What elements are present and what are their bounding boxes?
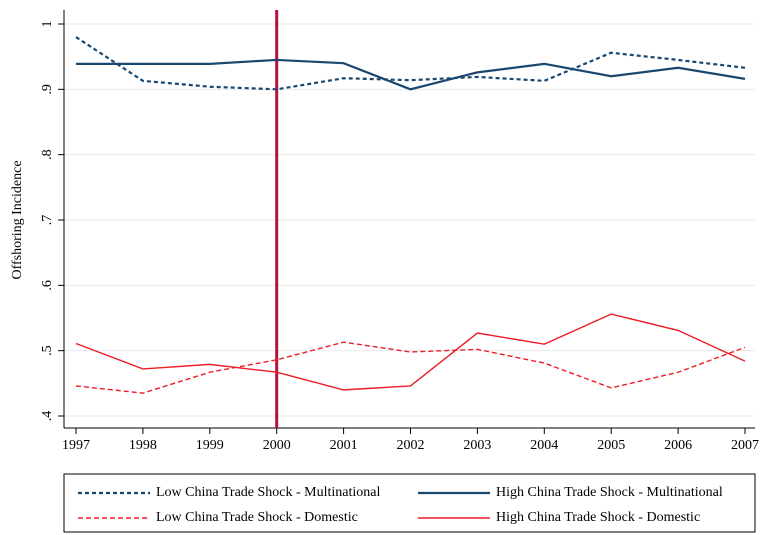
legend-label: High China Trade Shock - Multinational [496, 485, 723, 500]
y-tick-label: .4 [40, 411, 55, 422]
y-tick-label: 1 [40, 21, 55, 28]
x-tick-label: 1998 [129, 438, 157, 453]
y-tick-label: .6 [40, 280, 55, 291]
y-tick-label: .7 [40, 215, 55, 226]
x-tick-label: 2006 [664, 438, 692, 453]
series-line [75, 36, 746, 91]
x-tick-label: 2002 [397, 438, 425, 453]
legend-label: Low China Trade Shock - Domestic [156, 510, 358, 525]
x-tick-label: 2000 [263, 438, 291, 453]
series-line [75, 313, 746, 391]
x-tick-label: 2003 [463, 438, 491, 453]
x-tick-label: 1997 [62, 438, 90, 453]
series-line [76, 58, 746, 91]
legend-box [63, 473, 756, 533]
x-tick-label: 2007 [731, 438, 759, 453]
legend-label: Low China Trade Shock - Multinational [156, 485, 380, 500]
y-tick-label: .8 [40, 149, 55, 160]
x-tick-label: 2005 [597, 438, 625, 453]
y-tick-label: .9 [40, 84, 55, 95]
legend-label: High China Trade Shock - Domestic [496, 510, 700, 525]
series-line [75, 341, 746, 394]
y-axis-label: Offshoring Incidence [10, 160, 25, 279]
y-tick-label: .5 [40, 345, 55, 356]
x-tick-label: 2001 [330, 438, 358, 453]
x-tick-label: 1999 [196, 438, 224, 453]
x-tick-label: 2004 [530, 438, 558, 453]
